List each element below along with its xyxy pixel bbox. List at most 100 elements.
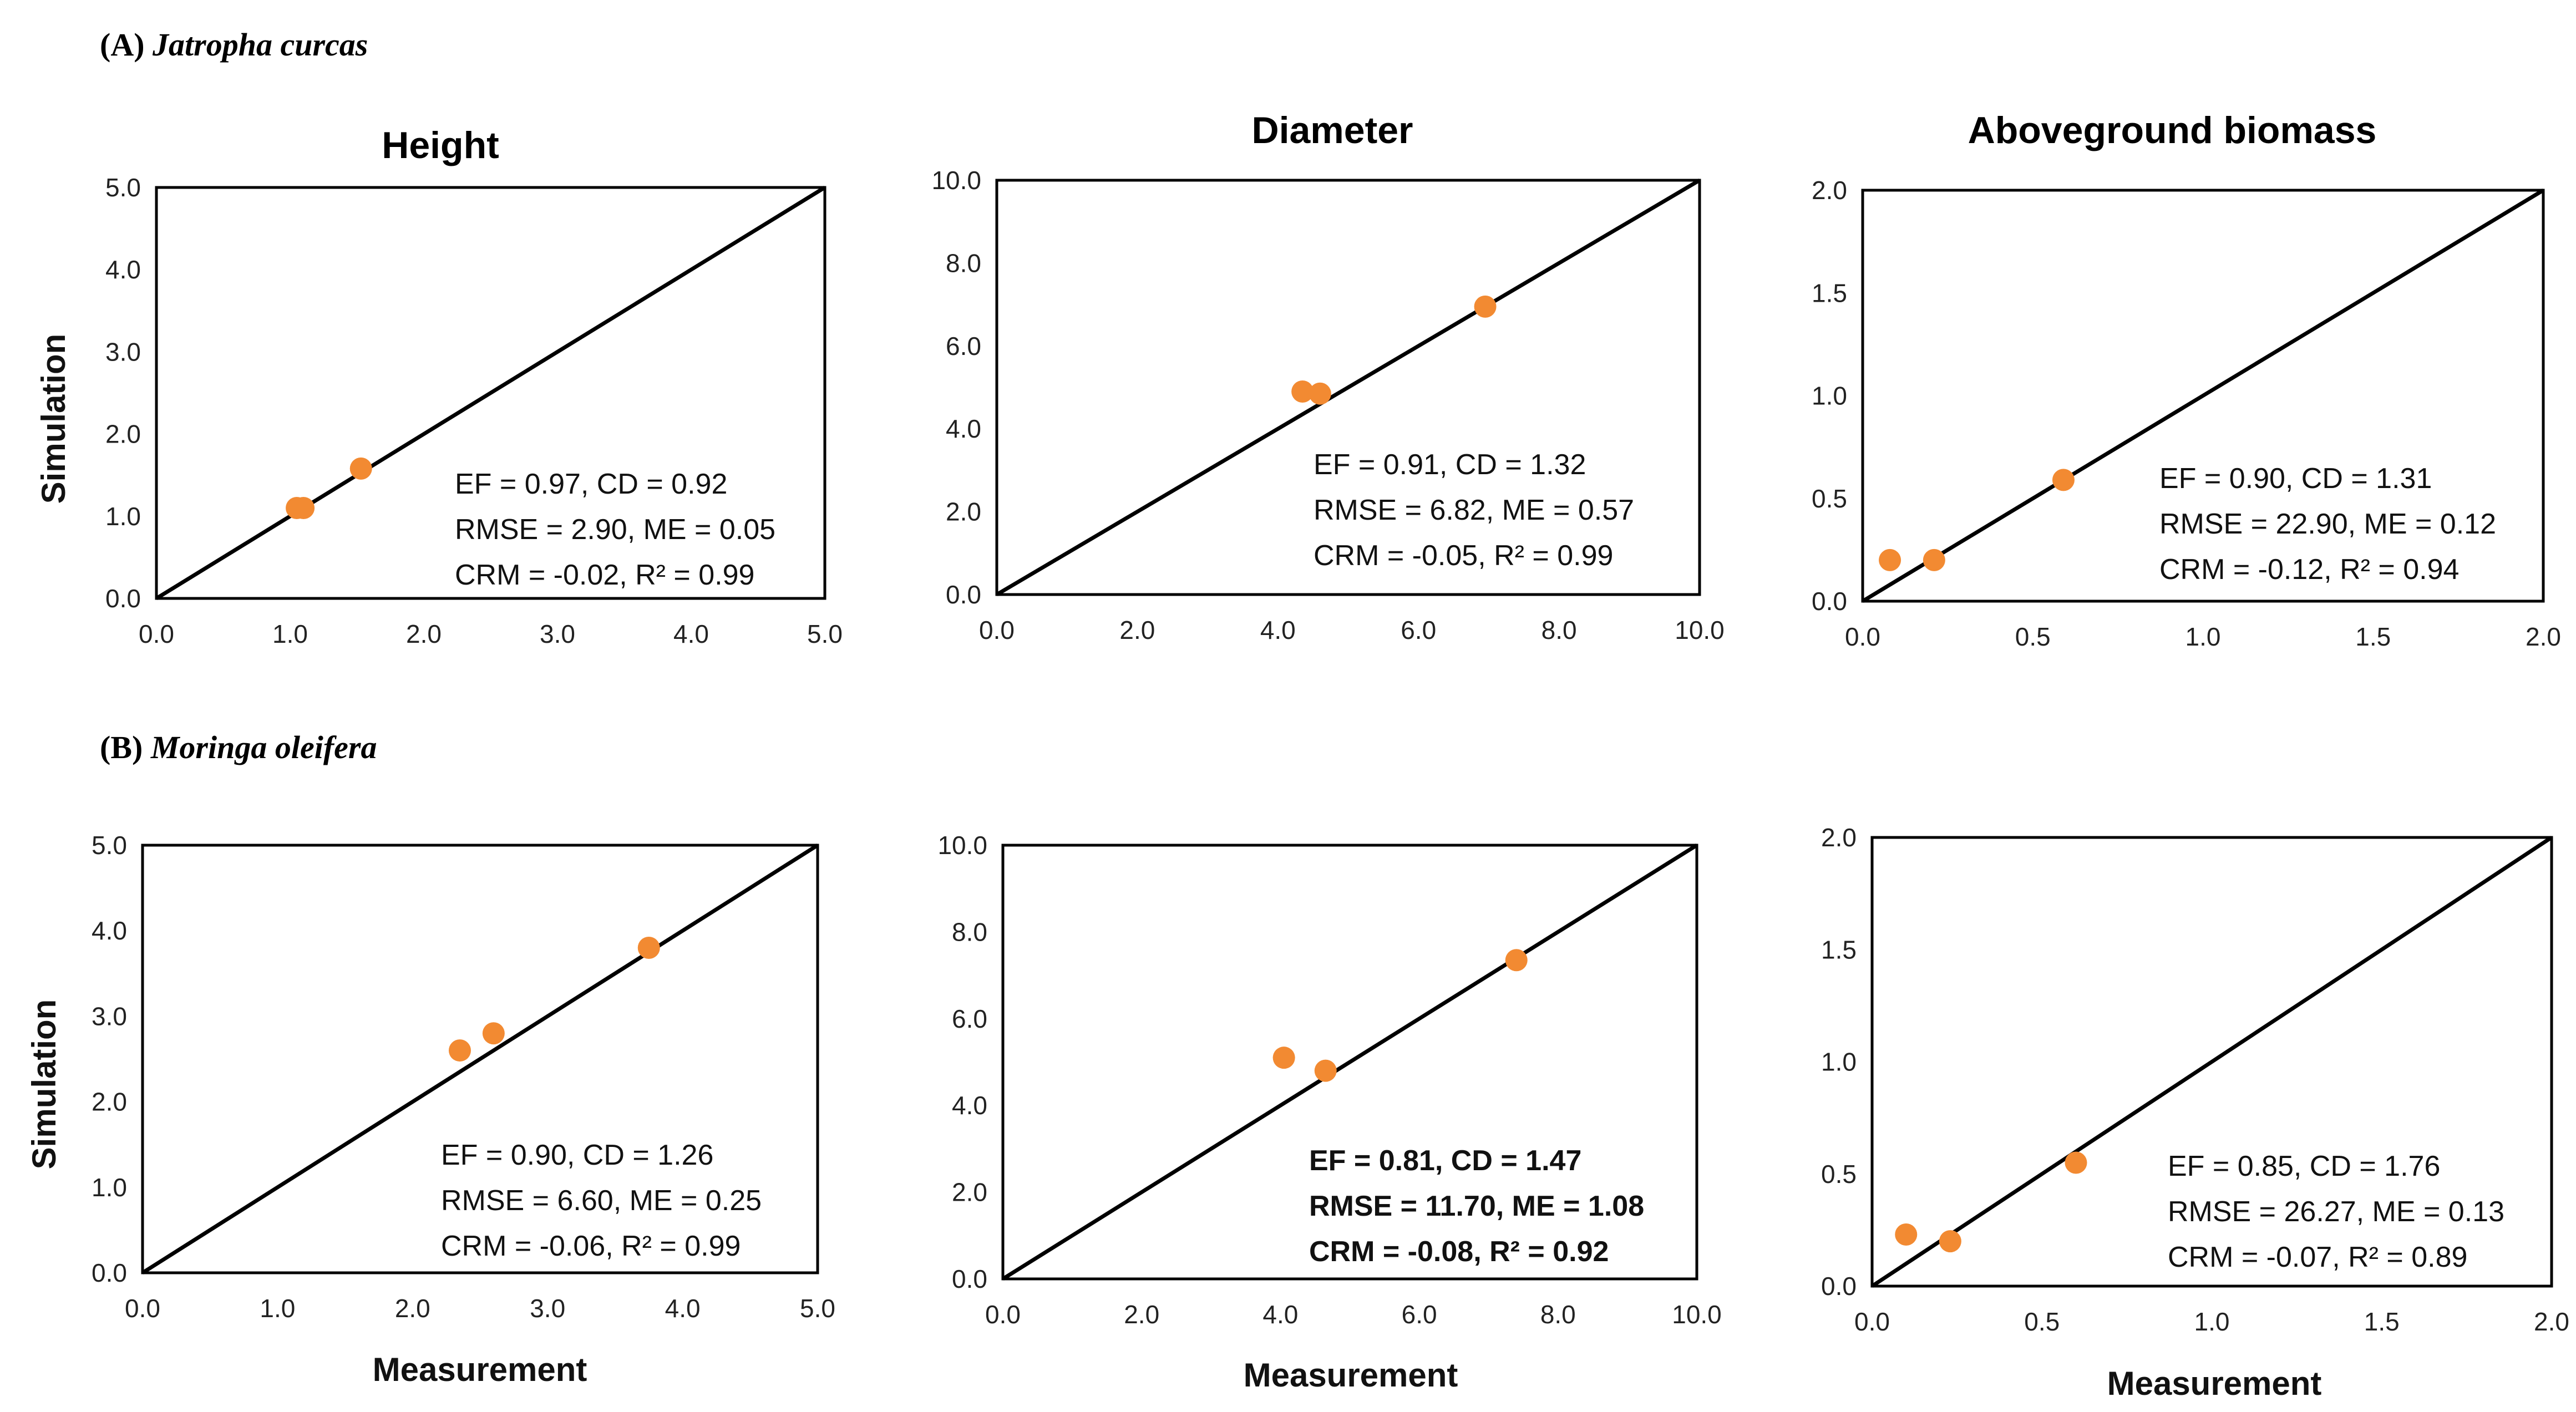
section-b-title: (B) Moringa oleifera xyxy=(100,729,377,765)
x-tick-label: 1.5 xyxy=(2364,1307,2400,1336)
stats-line: CRM = -0.06, R² = 0.99 xyxy=(441,1230,741,1262)
chart-A-biomass: 0.0 0.5 1.0 1.5 2.0 0.0 0.5 1.0 1.5 2.0 EF = 0.90,… xyxy=(1812,176,2561,651)
section-b-label: (B) xyxy=(100,729,143,765)
y-tick-label: 1.0 xyxy=(105,502,141,531)
stats-line: CRM = -0.08, R² = 0.92 xyxy=(1309,1236,1609,1268)
stats-line: RMSE = 11.70, ME = 1.08 xyxy=(1309,1190,1644,1222)
charts-group: 0.0 1.0 2.0 3.0 4.0 5.0 0.0 1.0 2.0 3.0 4.0 5.0 EF =… xyxy=(92,166,2569,1336)
x-tick-label: 5.0 xyxy=(800,1294,835,1323)
chart-B-biomass: 0.0 0.5 1.0 1.5 2.0 0.0 0.5 1.0 1.5 2.0 EF = 0.85,… xyxy=(1821,823,2569,1336)
data-point xyxy=(482,1022,505,1045)
data-point xyxy=(637,937,660,959)
x-tick-label: 0.0 xyxy=(139,619,174,648)
data-point xyxy=(1879,548,1901,571)
x-tick-label: 2.0 xyxy=(395,1294,430,1323)
y-tick-label: 5.0 xyxy=(92,831,127,860)
data-point xyxy=(1272,1047,1295,1069)
x-tick-label: 8.0 xyxy=(1540,1300,1576,1329)
y-tick-label: 1.5 xyxy=(1821,935,1857,964)
x-tick-label: 10.0 xyxy=(1672,1300,1722,1329)
y-tick-label: 4.0 xyxy=(92,916,127,945)
stats-line: EF = 0.97, CD = 0.92 xyxy=(455,468,727,500)
y-tick-label: 6.0 xyxy=(946,332,981,360)
y-tick-label: 3.0 xyxy=(92,1002,127,1030)
x-tick-label: 5.0 xyxy=(807,619,843,648)
data-point xyxy=(1895,1223,1918,1246)
y-tick-label: 0.5 xyxy=(1812,484,1847,513)
data-point xyxy=(1474,295,1497,318)
one-to-one-line xyxy=(141,844,819,1274)
stats-line: EF = 0.91, CD = 1.32 xyxy=(1314,449,1586,481)
x-tick-label: 2.0 xyxy=(2534,1307,2569,1336)
x-tick-label: 2.0 xyxy=(1119,616,1155,644)
column-title-diameter: Diameter xyxy=(1251,109,1413,151)
y-axis-label-row-a: Simulation xyxy=(35,334,72,504)
data-point xyxy=(1291,380,1314,403)
plot-frame xyxy=(155,186,826,600)
x-tick-label: 6.0 xyxy=(1401,616,1436,644)
y-tick-label: 1.0 xyxy=(1812,382,1847,410)
y-tick-label: 0.0 xyxy=(105,584,141,613)
stats-line: RMSE = 6.82, ME = 0.57 xyxy=(1314,494,1634,526)
y-tick-label: 1.0 xyxy=(92,1173,127,1202)
y-tick-label: 2.0 xyxy=(105,420,141,449)
y-axis-label-row-b: Simulation xyxy=(26,999,63,1170)
stats-line: CRM = -0.07, R² = 0.89 xyxy=(2168,1241,2467,1273)
x-tick-label: 0.0 xyxy=(125,1294,160,1323)
y-tick-label: 1.0 xyxy=(1821,1048,1857,1076)
plot-frame xyxy=(1870,836,2553,1288)
x-tick-label: 0.0 xyxy=(1845,622,1880,651)
x-axis-label-diameter: Measurement xyxy=(1244,1357,1458,1394)
y-tick-label: 2.0 xyxy=(92,1088,127,1116)
x-tick-label: 4.0 xyxy=(673,619,709,648)
x-tick-label: 0.0 xyxy=(1854,1307,1890,1336)
section-a-species: Jatropha curcas xyxy=(152,27,368,63)
stats-line: CRM = -0.05, R² = 0.99 xyxy=(1314,540,1613,572)
one-to-one-line xyxy=(996,178,1701,597)
one-to-one-line xyxy=(1862,189,2544,603)
x-tick-label: 4.0 xyxy=(665,1294,701,1323)
column-title-biomass: Aboveground biomass xyxy=(1968,109,2377,151)
stats-line: EF = 0.90, CD = 1.26 xyxy=(441,1139,713,1171)
x-tick-label: 0.5 xyxy=(2024,1307,2060,1336)
data-point xyxy=(1939,1230,1961,1253)
data-point xyxy=(349,457,372,480)
one-to-one-line xyxy=(1002,844,1698,1281)
y-tick-label: 4.0 xyxy=(946,414,981,443)
x-tick-label: 10.0 xyxy=(1675,616,1725,644)
one-to-one-line xyxy=(1871,836,2553,1288)
stats-line: RMSE = 22.90, ME = 0.12 xyxy=(2159,508,2496,540)
x-tick-label: 3.0 xyxy=(530,1294,565,1323)
x-tick-label: 2.0 xyxy=(2526,622,2561,651)
y-tick-label: 4.0 xyxy=(952,1091,987,1120)
chart-B-height: 0.0 1.0 2.0 3.0 4.0 5.0 0.0 1.0 2.0 3.0 4.0 5.0 EF =… xyxy=(92,831,835,1323)
y-tick-label: 0.5 xyxy=(1821,1160,1857,1188)
data-point xyxy=(292,496,315,519)
plot-frame xyxy=(141,844,819,1274)
x-axis-label-height: Measurement xyxy=(373,1351,587,1388)
y-tick-label: 3.0 xyxy=(105,337,141,366)
x-tick-label: 1.0 xyxy=(272,619,308,648)
data-point xyxy=(1505,949,1528,972)
section-a-title: (A) Jatropha curcas xyxy=(100,27,368,63)
stats-line: CRM = -0.02, R² = 0.99 xyxy=(455,559,754,591)
data-point xyxy=(1314,1059,1337,1082)
x-tick-label: 1.5 xyxy=(2355,622,2391,651)
x-tick-label: 1.0 xyxy=(260,1294,295,1323)
y-tick-label: 0.0 xyxy=(952,1264,987,1293)
one-to-one-line xyxy=(155,186,826,600)
x-tick-label: 4.0 xyxy=(1260,616,1296,644)
plot-frame xyxy=(1861,189,2545,603)
x-tick-label: 1.0 xyxy=(2194,1307,2230,1336)
y-tick-label: 2.0 xyxy=(1812,176,1847,205)
x-tick-label: 2.0 xyxy=(406,619,442,648)
x-tick-label: 1.0 xyxy=(2185,622,2221,651)
data-point xyxy=(1309,382,1331,405)
y-tick-label: 2.0 xyxy=(952,1178,987,1207)
y-tick-label: 5.0 xyxy=(105,173,141,202)
x-tick-label: 0.0 xyxy=(985,1300,1021,1329)
stats-line: RMSE = 6.60, ME = 0.25 xyxy=(441,1185,762,1217)
x-tick-label: 0.0 xyxy=(979,616,1015,644)
data-point xyxy=(2065,1151,2087,1174)
